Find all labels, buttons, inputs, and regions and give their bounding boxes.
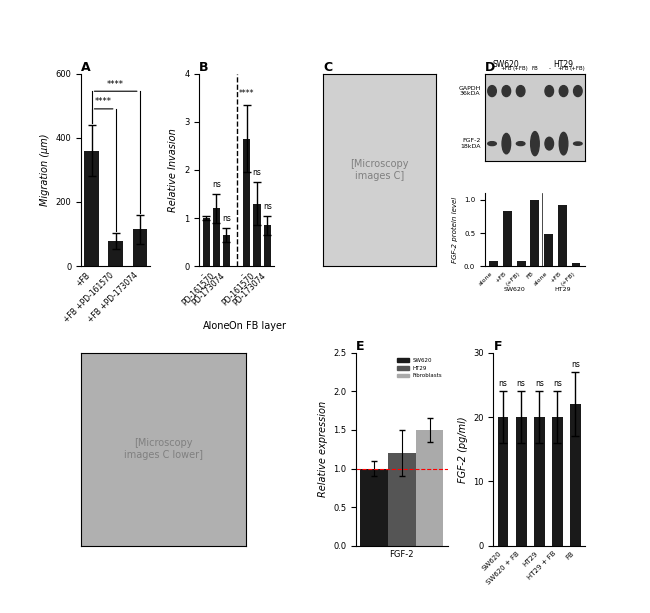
Text: -: - [491, 66, 493, 71]
Text: FGF-2
18kDA: FGF-2 18kDA [460, 138, 480, 149]
Bar [109, 240, 123, 266]
Text: -: - [548, 66, 551, 71]
Bar [544, 234, 553, 266]
Bar [388, 453, 416, 546]
Ellipse shape [545, 86, 554, 96]
Bar [264, 225, 271, 266]
Text: ns: ns [571, 360, 580, 369]
Text: B: B [199, 61, 209, 74]
Text: ns: ns [553, 379, 562, 388]
Text: F: F [493, 340, 502, 353]
Text: C: C [323, 61, 332, 74]
Bar [552, 417, 563, 546]
Text: ns: ns [263, 202, 272, 211]
Bar [84, 151, 99, 266]
Ellipse shape [530, 132, 540, 156]
Y-axis label: Relative expression: Relative expression [318, 401, 328, 497]
Text: ns: ns [499, 379, 508, 388]
Legend: SW620, HT29, Fibroblasts: SW620, HT29, Fibroblasts [395, 356, 445, 381]
Text: A: A [81, 61, 91, 74]
Y-axis label: Migration (μm): Migration (μm) [40, 134, 50, 206]
Text: +FB: +FB [500, 66, 512, 71]
Text: [Microscopy
images C lower]: [Microscopy images C lower] [124, 438, 203, 460]
Text: [Microscopy
images C]: [Microscopy images C] [350, 159, 409, 181]
Text: GAPDH
36kDA: GAPDH 36kDA [458, 86, 480, 96]
Bar [497, 417, 508, 546]
Ellipse shape [573, 86, 582, 96]
Ellipse shape [488, 86, 497, 96]
Bar [515, 417, 526, 546]
Ellipse shape [545, 137, 554, 150]
Bar [530, 200, 540, 266]
Text: (+FB): (+FB) [570, 66, 586, 71]
Text: ns: ns [253, 168, 261, 177]
Text: ****: **** [239, 89, 255, 97]
Bar [503, 211, 512, 266]
Ellipse shape [559, 132, 568, 155]
Text: HT29: HT29 [554, 287, 571, 292]
Text: ns: ns [212, 180, 221, 189]
Text: SW620: SW620 [493, 60, 520, 69]
Text: E: E [356, 340, 365, 353]
Text: +FB: +FB [558, 66, 569, 71]
Text: Alone: Alone [203, 321, 230, 331]
Text: ns: ns [222, 214, 231, 223]
Bar [133, 229, 147, 266]
Bar [534, 417, 545, 546]
Text: SW620: SW620 [504, 287, 525, 292]
Bar [517, 261, 526, 266]
Text: ns: ns [535, 379, 543, 388]
Text: ns: ns [517, 379, 526, 388]
Bar [254, 204, 261, 266]
Text: ****: **** [95, 97, 112, 106]
Text: D: D [485, 61, 495, 74]
Bar [223, 235, 230, 266]
Y-axis label: Relative Invasion: Relative Invasion [168, 128, 179, 211]
Y-axis label: FGF-2 protein level: FGF-2 protein level [452, 197, 458, 263]
Bar [489, 261, 499, 266]
Ellipse shape [502, 134, 511, 154]
Ellipse shape [502, 86, 511, 96]
Text: ****: **** [107, 80, 124, 89]
Bar [558, 205, 567, 266]
Bar [571, 263, 580, 266]
Bar [570, 405, 581, 546]
Ellipse shape [516, 142, 525, 146]
Ellipse shape [516, 86, 525, 96]
Bar [243, 139, 250, 266]
Text: On FB layer: On FB layer [229, 321, 285, 331]
Ellipse shape [559, 86, 568, 96]
Bar [213, 208, 220, 266]
Y-axis label: FGF-2 (pg/ml): FGF-2 (pg/ml) [458, 416, 467, 482]
Ellipse shape [488, 142, 497, 146]
Text: FB: FB [532, 66, 538, 71]
Ellipse shape [573, 142, 582, 145]
Text: HT29: HT29 [554, 60, 573, 69]
Bar [416, 430, 443, 546]
Bar [360, 468, 388, 546]
Text: (+FB): (+FB) [513, 66, 528, 71]
Bar [203, 218, 210, 266]
